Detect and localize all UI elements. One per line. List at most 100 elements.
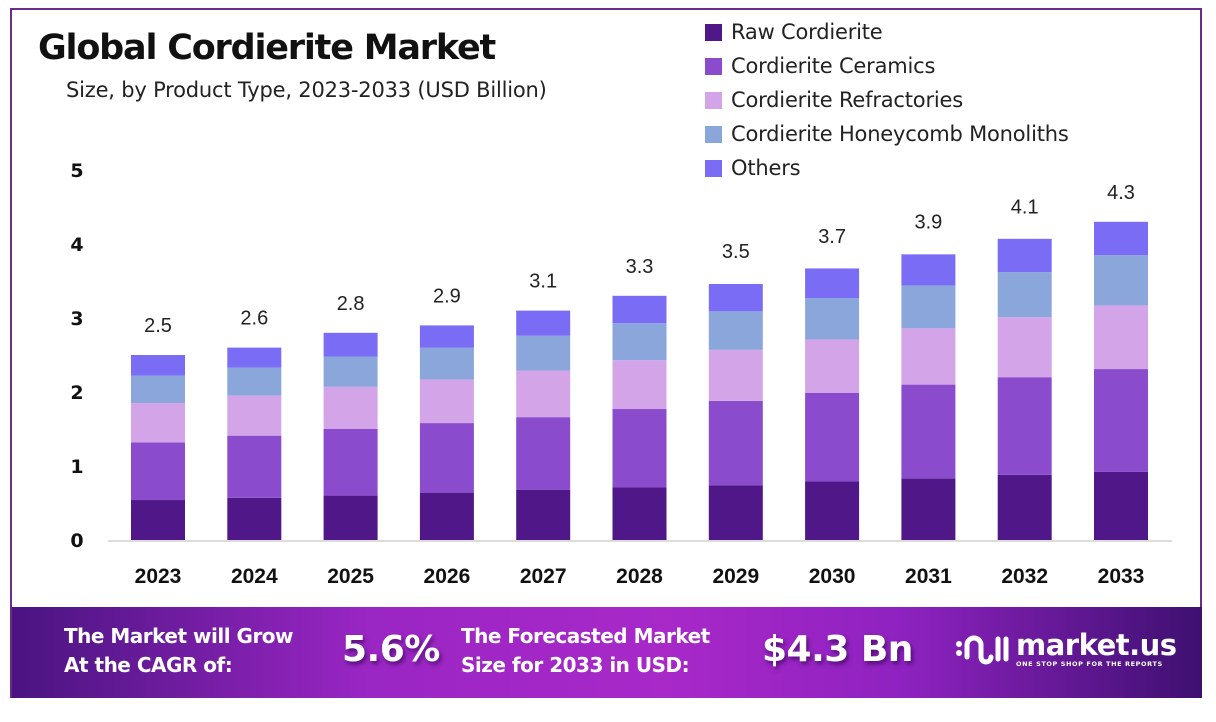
bar-segment-cordierite-ceramics: [805, 392, 860, 482]
bar-total-label: 2.5: [144, 315, 172, 337]
bar-segment-cordierite-ceramics: [516, 417, 571, 490]
bar-segment-raw-cordierite: [516, 489, 571, 540]
legend-swatch: [705, 23, 722, 41]
bar-segment-raw-cordierite: [419, 492, 474, 540]
bar-segment-others: [227, 347, 282, 368]
legend-item: Cordierite Refractories: [705, 83, 1069, 117]
bar-segment-cordierite-refractories: [227, 395, 282, 436]
legend-swatch: [705, 125, 722, 143]
legend-label: Cordierite Refractories: [731, 88, 963, 112]
bar-segment-raw-cordierite: [997, 474, 1052, 540]
legend-label: Raw Cordierite: [731, 20, 883, 44]
bar-segment-others: [419, 325, 474, 348]
legend-label: Cordierite Ceramics: [731, 54, 936, 78]
bar-segment-cordierite-ceramics: [227, 435, 282, 498]
y-tick-label: 5: [70, 160, 83, 182]
x-tick-label: 2030: [809, 565, 856, 588]
bar-segment-raw-cordierite: [805, 481, 860, 540]
bar-total-label: 2.6: [240, 308, 268, 330]
summary-banner: The Market will Grow At the CAGR of: 5.6…: [12, 607, 1202, 698]
bar-segment-others: [708, 283, 763, 312]
bar-segment-cordierite-honeycomb-monoliths: [131, 375, 185, 404]
bar-segment-raw-cordierite: [227, 497, 282, 540]
bar-segment-raw-cordierite: [131, 500, 185, 540]
cagr-label-line2: At the CAGR of:: [64, 653, 233, 677]
bar-segment-cordierite-ceramics: [1094, 369, 1148, 472]
bar-segment-cordierite-honeycomb-monoliths: [227, 367, 282, 396]
y-tick-label: 0: [70, 530, 83, 552]
bar-segment-raw-cordierite: [708, 485, 763, 540]
bar-total-label: 3.1: [529, 271, 557, 293]
bar-segment-others: [805, 268, 860, 299]
bar-segment-cordierite-refractories: [419, 379, 474, 424]
x-tick-label: 2026: [424, 565, 471, 588]
bar-segment-raw-cordierite: [901, 478, 956, 540]
logo-tagline: ONE STOP SHOP FOR THE REPORTS: [1016, 660, 1163, 668]
logo-name: market.us: [1016, 628, 1177, 662]
y-tick-label: 2: [70, 382, 83, 404]
forecast-value: $4.3 Bn: [762, 629, 913, 670]
bar-total-label: 4.1: [1011, 197, 1039, 219]
bar-segment-others: [131, 355, 185, 376]
bar-total-label: 3.9: [914, 211, 942, 233]
bar-segment-others: [901, 254, 956, 286]
bar-segment-cordierite-refractories: [323, 386, 378, 429]
bar-segment-cordierite-ceramics: [323, 429, 378, 496]
x-tick-label: 2027: [520, 565, 567, 588]
legend-item: Raw Cordierite: [705, 15, 1069, 49]
legend-item: Others: [705, 151, 1069, 185]
bar-segment-cordierite-ceramics: [901, 384, 956, 479]
bar-segment-cordierite-honeycomb-monoliths: [805, 298, 860, 340]
bar-segment-cordierite-ceramics: [131, 442, 185, 501]
legend: Raw Cordierite Cordierite Ceramics Cordier…: [705, 15, 1069, 185]
bar-segment-others: [516, 310, 571, 336]
x-tick-label: 2033: [1098, 565, 1145, 588]
bar-total-label: 3.7: [818, 226, 846, 248]
bar-segment-cordierite-refractories: [612, 360, 667, 410]
bar-segment-cordierite-honeycomb-monoliths: [901, 285, 956, 329]
bar-segment-cordierite-honeycomb-monoliths: [1094, 255, 1148, 306]
legend-swatch: [705, 159, 722, 177]
bar-segment-others: [612, 295, 667, 324]
bar-segment-others: [997, 238, 1052, 273]
bar-segment-cordierite-honeycomb-monoliths: [708, 311, 763, 350]
x-tick-label: 2023: [135, 565, 182, 588]
cagr-value: 5.6%: [342, 629, 440, 670]
bar-segment-cordierite-refractories: [516, 370, 571, 418]
x-tick-label: 2025: [327, 565, 374, 588]
bar-segment-cordierite-ceramics: [419, 423, 474, 493]
bar-segment-cordierite-ceramics: [612, 409, 667, 488]
bar-total-label: 3.3: [626, 256, 654, 278]
bar-segment-cordierite-refractories: [131, 403, 185, 443]
bar-segment-cordierite-honeycomb-monoliths: [612, 323, 667, 361]
x-tick-label: 2031: [905, 565, 952, 588]
bar-segment-others: [1094, 221, 1148, 256]
bar-segment-raw-cordierite: [1094, 471, 1148, 540]
chart-title: Global Cordierite Market: [38, 28, 496, 68]
forecast-label-line2: Size for 2033 in USD:: [461, 653, 690, 677]
bar-segment-cordierite-ceramics: [997, 377, 1052, 475]
forecast-label-line1: The Forecasted Market: [461, 624, 710, 648]
bar-segment-cordierite-refractories: [997, 317, 1052, 378]
bar-segment-cordierite-honeycomb-monoliths: [516, 335, 571, 371]
bar-total-label: 3.5: [722, 241, 750, 263]
legend-item: Cordierite Ceramics: [705, 49, 1069, 83]
chart-subtitle: Size, by Product Type, 2023-2033 (USD Bi…: [66, 78, 547, 102]
x-tick-label: 2032: [1001, 565, 1048, 588]
y-tick-label: 3: [70, 308, 83, 330]
bar-segment-cordierite-refractories: [901, 328, 956, 385]
legend-label: Cordierite Honeycomb Monoliths: [731, 122, 1069, 146]
legend-swatch: [705, 91, 722, 109]
x-tick-label: 2028: [616, 565, 663, 588]
bar-segment-cordierite-refractories: [805, 339, 860, 393]
bar-total-label: 4.3: [1107, 182, 1135, 204]
y-tick-label: 1: [70, 456, 83, 478]
bar-segment-others: [323, 332, 378, 357]
bar-total-label: 2.9: [433, 285, 461, 307]
cagr-label: The Market will Grow At the CAGR of:: [64, 622, 294, 680]
bar-segment-raw-cordierite: [323, 495, 378, 540]
x-tick-label: 2024: [231, 565, 278, 588]
stacked-bar-chart: 0 1 2 3 4 5 2.5 2023 2.6 2024 2.8 2025 2.9 2026 3.1 202…: [70, 160, 1172, 588]
legend-label: Others: [731, 156, 801, 180]
market-us-logo[interactable]: market.us ONE STOP SHOP FOR THE REPORTS: [954, 629, 1177, 669]
